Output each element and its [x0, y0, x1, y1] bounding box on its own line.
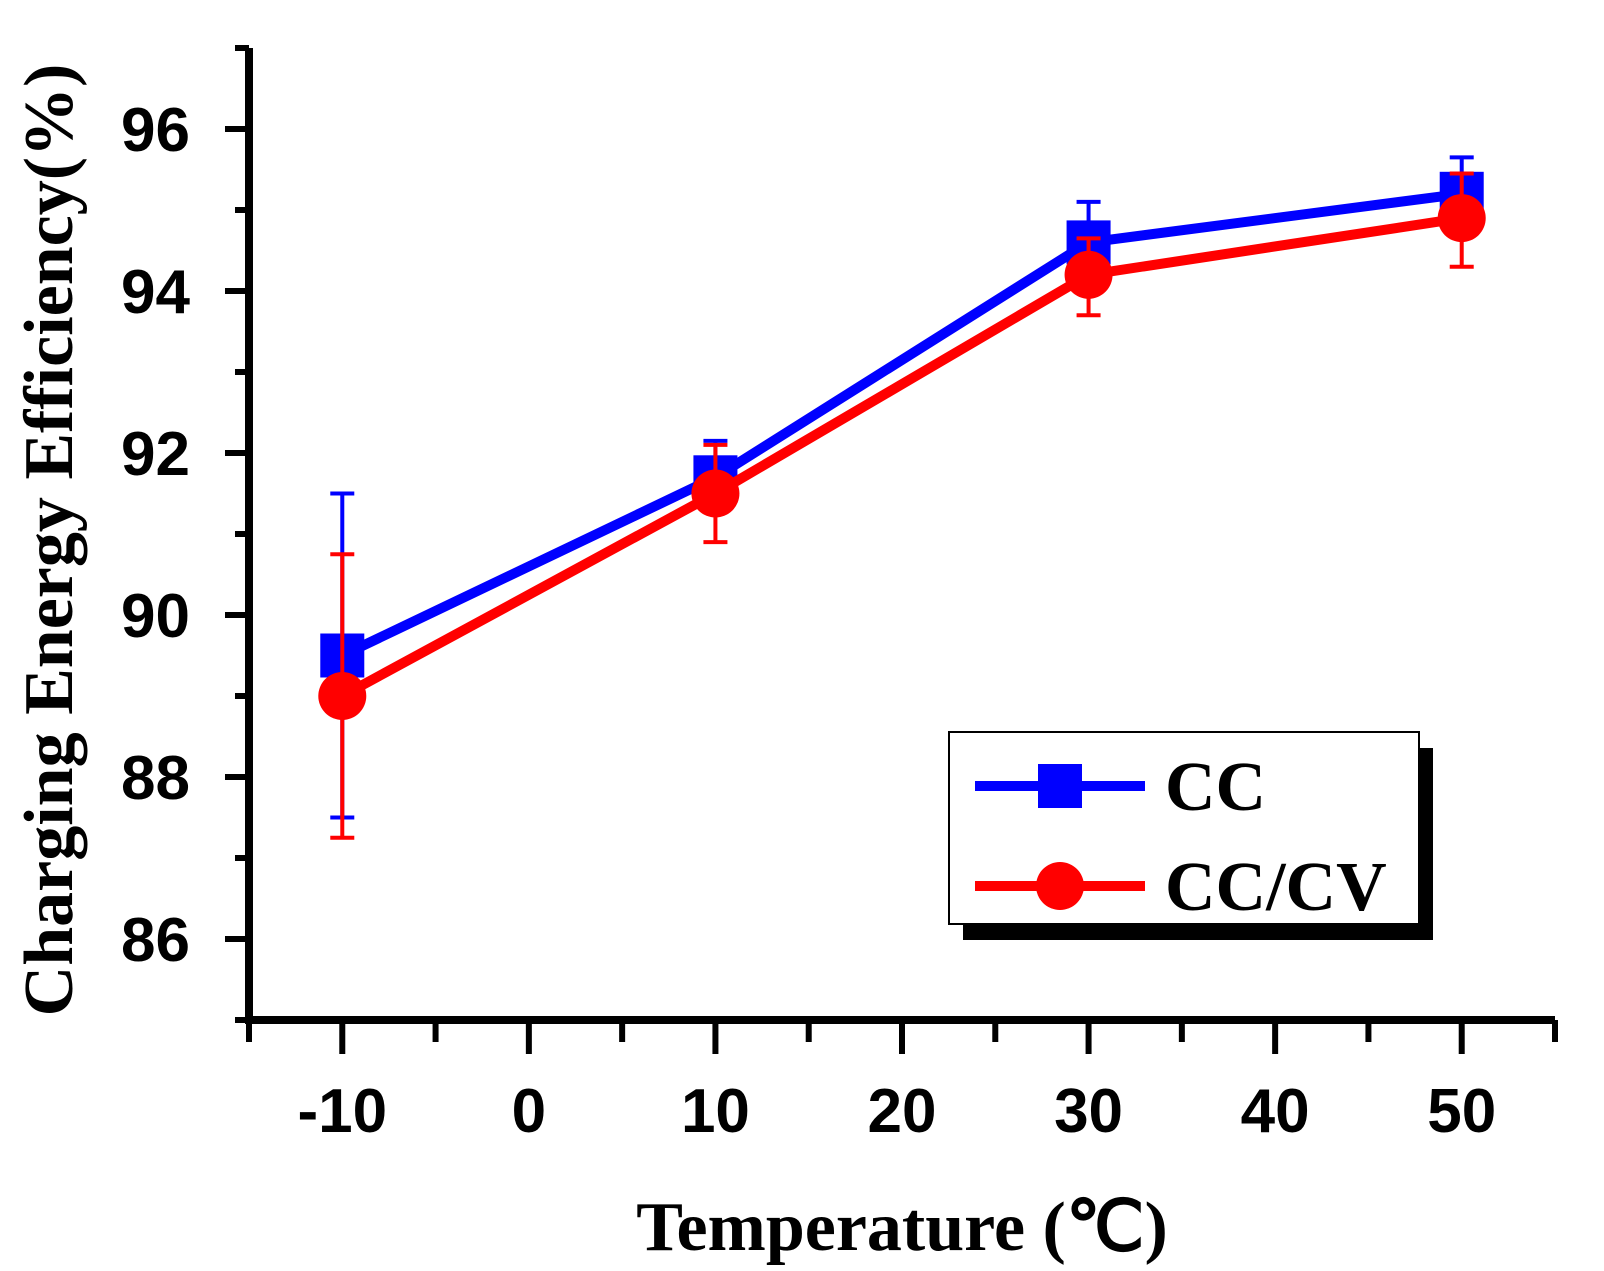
series-line [339, 213, 1463, 701]
legend-label: CC/CV [1165, 849, 1387, 926]
data-point-circle [1064, 250, 1113, 299]
y-tick-label: 92 [121, 420, 190, 489]
x-tick-label: 20 [868, 1077, 937, 1146]
y-tick-label: 96 [121, 96, 190, 165]
series [318, 155, 1486, 840]
ticks: 86 88 90 92 94 96 -10 0 10 20 30 40 50 [121, 45, 1558, 1146]
y-tick-label: 90 [121, 582, 190, 651]
x-tick-label: -10 [297, 1077, 387, 1146]
legend-marker-square [1038, 764, 1082, 808]
series-line [340, 188, 1463, 661]
data-point-circle [318, 672, 367, 720]
y-tick-label: 94 [121, 258, 190, 327]
x-tick-label: 10 [681, 1077, 750, 1146]
y-axis-title: Charging Energy Efficiency(%) [11, 64, 88, 1017]
x-tick-label: 50 [1427, 1077, 1496, 1146]
data-point-circle [691, 469, 740, 518]
series-cc [320, 155, 1484, 820]
legend-box [948, 731, 1420, 925]
x-tick-label: 30 [1054, 1077, 1123, 1146]
x-axis-title: Temperature (℃) [636, 1189, 1168, 1266]
legend-marker-circle [1036, 862, 1084, 910]
data-point-circle [1437, 194, 1486, 243]
y-tick-label: 86 [121, 906, 190, 975]
legend-item: CC [975, 749, 1266, 826]
x-tick-label: 40 [1241, 1077, 1310, 1146]
x-tick-label: 0 [512, 1077, 546, 1146]
series-cc-cv [318, 171, 1486, 840]
legend-item: CC/CV [975, 849, 1387, 926]
legend: CC CC/CV [948, 731, 1433, 940]
legend-label: CC [1165, 749, 1266, 826]
y-tick-label: 88 [121, 744, 190, 813]
